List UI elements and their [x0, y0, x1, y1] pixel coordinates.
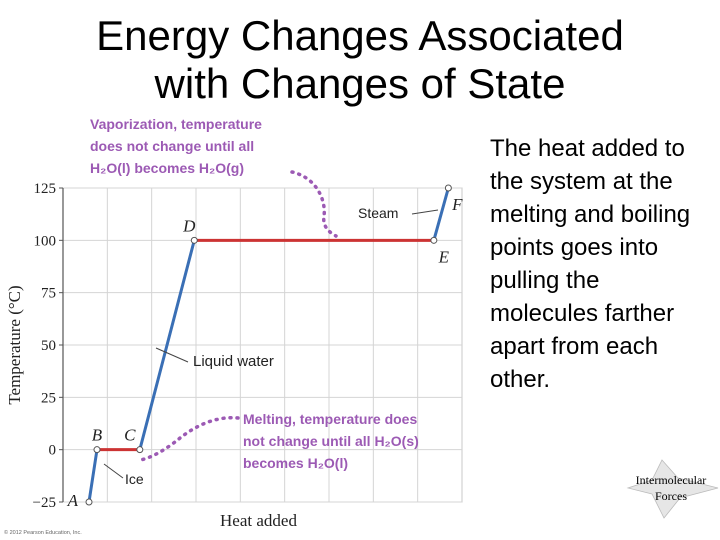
point-marker-c: [136, 446, 144, 454]
point-marker-b: [93, 446, 101, 454]
steam-label: Steam: [358, 205, 398, 221]
vaporization-callout-line: Vaporization, temperature: [90, 116, 262, 132]
footer-line-1: Intermolecular: [635, 473, 707, 487]
slide-title: Energy Changes Associated with Changes o…: [40, 12, 680, 108]
point-marker-d: [190, 236, 198, 244]
steam-leader-line: [411, 209, 439, 215]
point-label-b: B: [92, 426, 103, 445]
y-tick-label: −25: [33, 495, 56, 511]
point-label-a: A: [67, 491, 79, 510]
slide-body-text: The heat added to the system at the melt…: [490, 135, 691, 393]
curve-segment-gas: [432, 186, 450, 242]
title-line-2: with Changes of State: [154, 60, 566, 107]
heating-curve-svg: 125 100 75 50 25 0 −25 Heat added Temperature (°…: [4, 116, 463, 536]
y-tick-label: 50: [41, 338, 56, 354]
y-tick-label: 75: [41, 286, 56, 302]
melting-callout-line: Melting, temperature does: [243, 411, 417, 427]
x-axis-label: Heat added: [220, 511, 297, 530]
point-marker-e: [430, 236, 438, 244]
curve-segment-solid: [87, 448, 99, 504]
liquid-water-leader-line: [155, 347, 189, 363]
y-tick-label: 0: [49, 443, 57, 459]
point-label-f: F: [451, 195, 463, 214]
ice-leader-line: [103, 463, 124, 479]
vaporization-dotted-pointer: [290, 170, 338, 238]
melting-dotted-pointer: [138, 415, 240, 462]
footer-badge: Intermolecular Forces: [622, 458, 720, 520]
footer-text: Intermolecular Forces: [622, 472, 720, 504]
vaporization-callout-line: does not change until all: [90, 138, 254, 154]
point-label-e: E: [438, 247, 450, 266]
point-label-c: C: [124, 426, 136, 445]
curve-segment-liquid: [138, 238, 196, 452]
text-layer: 125 100 75 50 25 0 −25 Heat added Temperature (°…: [4, 116, 463, 536]
heating-curve-chart: 125 100 75 50 25 0 −25 Heat added Temperature (°…: [0, 112, 480, 540]
melting-callout-line: becomes H₂O(l): [243, 455, 348, 471]
y-tick-label: 125: [34, 181, 57, 197]
title-line-1: Energy Changes Associated: [96, 12, 624, 59]
footer-line-2: Forces: [655, 489, 687, 503]
footer-badge-shape: [626, 459, 719, 519]
vaporization-callout-line: H₂O(l) becomes H₂O(g): [90, 160, 244, 176]
point-marker-a: [85, 498, 93, 506]
y-axis-label: Temperature (°C): [5, 285, 24, 404]
copyright-notice: © 2012 Pearson Education, Inc.: [4, 529, 82, 536]
y-tick-label: 25: [41, 390, 56, 406]
line-layer: [85, 170, 452, 506]
ice-label: Ice: [125, 471, 144, 487]
melting-callout-line: not change until all H₂O(s): [243, 433, 419, 449]
liquid-water-label: Liquid water: [193, 353, 274, 370]
point-label-d: D: [182, 216, 196, 235]
point-marker-f: [444, 184, 452, 192]
y-tick-label: 100: [34, 233, 57, 249]
